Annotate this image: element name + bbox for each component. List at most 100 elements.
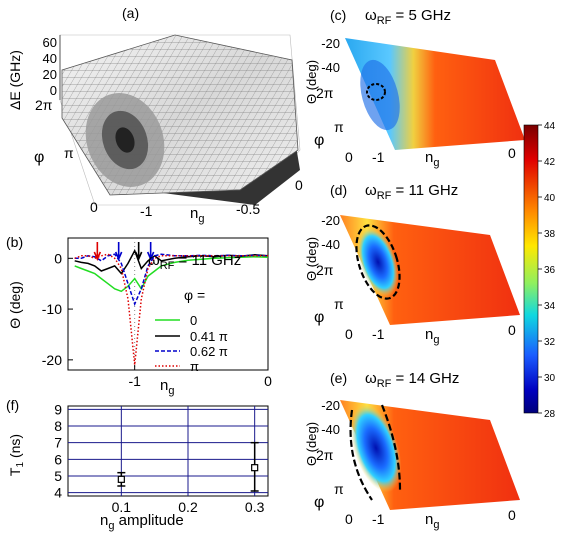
panel-c-phi-tick-2pi: 2π	[316, 85, 334, 101]
panel-b: (b) 0-10-20-1 0 ωRF = 11 GHz Θ (deg) ng φ…	[6, 234, 272, 397]
panel-d-ng-tick-0: 0	[508, 322, 516, 338]
panel-f-label: (f)	[6, 397, 19, 413]
colorbar-tick-label: 38	[544, 229, 556, 240]
panel-b-arrow-2	[134, 242, 143, 262]
panel-e-outline-left	[349, 409, 373, 501]
panel-b-arrow-0	[93, 242, 102, 262]
panel-e-omega: ωRF = 14 GHz	[365, 370, 459, 390]
colorbar-tick-label: 28	[544, 409, 556, 420]
panel-a-phi-label: φ	[34, 149, 44, 166]
panel-f-xtick-label: 0.2	[178, 499, 198, 515]
panel-f-ylabel: T1 (ns)	[7, 434, 26, 476]
panel-e-ng-tick-m1: -1	[372, 511, 385, 527]
data-point-0	[117, 475, 125, 483]
panel-a-z-tick-0: 0	[50, 83, 57, 98]
panel-f-xtick-label: 0.3	[245, 499, 265, 515]
colorbar-tick-label: 40	[544, 193, 556, 204]
legend-label-2: 0.62 π	[190, 344, 228, 359]
panel-b-omega: ωRF = 11 GHz	[148, 252, 241, 272]
panel-f-frame	[67, 405, 269, 497]
panel-d-ng-tick-m1: -1	[372, 326, 385, 342]
panel-d-omega: ωRF = 11 GHz	[365, 182, 458, 202]
legend-label-1: 0.41 π	[190, 329, 228, 344]
panel-c-phi-label: φ	[314, 132, 324, 149]
panel-b-legend: φ = 0 0.41 π 0.62 π π	[155, 287, 228, 374]
panel-b-plot: 0-10-20-1 0	[42, 238, 272, 389]
panel-a: (a) ΔE (GHz) 60 40 20 0 2π π 0 φ -1 -0.5…	[7, 5, 303, 225]
panel-f-ytick-label: 6	[54, 451, 62, 467]
legend-label-0: 0	[190, 313, 197, 328]
panel-a-phi-tick-pi: π	[64, 145, 74, 161]
data-point-1	[251, 464, 259, 472]
panel-a-ng-tick-m05: -0.5	[236, 201, 260, 217]
panel-a-ng-tick-0: 0	[295, 177, 303, 193]
panel-b-ytick-label: 0	[54, 250, 62, 266]
legend-title: φ =	[184, 287, 205, 303]
panel-a-z-tick-60: 60	[43, 35, 57, 50]
colorbar-gradient	[523, 124, 539, 414]
panel-c-theta-label: Θ (deg)	[304, 60, 319, 104]
panel-e-ng-tick-0: 0	[508, 507, 516, 523]
colorbar: 44 42 40 38 36 34 32 30 28	[523, 121, 556, 420]
colorbar-tick-label: 44	[544, 121, 556, 132]
panel-d-ng-label: ng	[425, 326, 439, 346]
panel-d-phi-label: φ	[314, 309, 324, 326]
panel-c-omega: ωRF = 5 GHz	[365, 7, 451, 27]
panel-c-ng-tick-0: 0	[508, 145, 516, 161]
panel-a-z-tick-40: 40	[43, 51, 57, 66]
panel-d-theta-tick-40: -40	[321, 237, 340, 252]
panel-b-label: (b)	[6, 234, 23, 250]
panel-a-contour-inner	[115, 127, 135, 153]
panel-e-theta-label: Θ (deg)	[304, 422, 319, 466]
panel-d-phi-tick-0: 0	[345, 326, 353, 342]
panel-e-theta-tick-20: -20	[321, 398, 340, 413]
panel-b-ytick-label: -20	[42, 352, 62, 368]
panel-e-phi-tick-pi: π	[334, 481, 344, 497]
panel-c-theta-tick-20: -20	[321, 36, 340, 51]
panel-b-xtick-label: -1	[128, 373, 141, 389]
colorbar-tick-label: 42	[544, 157, 556, 168]
panel-f-ytick-label: 5	[54, 468, 62, 484]
panel-b-xlabel: ng	[160, 377, 174, 397]
panel-a-phi-tick-0: 0	[90, 199, 98, 215]
panel-c-ng-tick-m1: -1	[372, 149, 385, 165]
panel-c-label: (c)	[330, 7, 346, 23]
panel-d-phi-tick-2pi: 2π	[316, 262, 334, 278]
panel-d-theta-tick-20: -20	[321, 213, 340, 228]
colorbar-tick-label: 36	[544, 265, 556, 276]
panel-d-theta-label: Θ (deg)	[304, 237, 319, 281]
series-line-3	[74, 253, 268, 365]
panel-b-ylabel: Θ (deg)	[7, 281, 23, 328]
panel-e-phi-label: φ	[314, 494, 324, 511]
panel-a-ng-label: ng	[190, 205, 204, 225]
colorbar-tick-label: 32	[544, 337, 556, 348]
panel-d-outline	[355, 224, 401, 300]
panel-f-ytick-label: 7	[54, 435, 62, 451]
panel-e-ng-label: ng	[425, 511, 439, 531]
panel-b-arrow-1	[114, 242, 123, 262]
panel-f-ytick-label: 9	[54, 401, 62, 417]
legend-label-3: π	[190, 359, 199, 374]
panel-f-ytick-label: 4	[54, 485, 62, 501]
panel-a-ng-tick-m1: -1	[140, 203, 153, 219]
panel-c-theta-tick-40: -40	[321, 60, 340, 75]
panel-f-ytick-label: 8	[54, 418, 62, 434]
colorbar-tick-label: 34	[544, 301, 556, 312]
panel-d-label: (d)	[330, 182, 347, 198]
panel-e-theta-tick-40: -40	[321, 422, 340, 437]
panel-f-xtick-label: 0.1	[112, 499, 132, 515]
panel-a-label: (a)	[122, 5, 139, 21]
panel-f-xlabel: ng amplitude	[100, 512, 184, 532]
panel-b-arrow-3	[146, 242, 155, 262]
panel-b-frame	[67, 237, 269, 371]
panel-c-blue-region	[360, 59, 400, 131]
panel-e-phi-tick-2pi: 2π	[316, 447, 334, 463]
panel-d-phi-tick-pi: π	[334, 296, 344, 312]
panel-b-xtick-label: 0	[264, 373, 272, 389]
